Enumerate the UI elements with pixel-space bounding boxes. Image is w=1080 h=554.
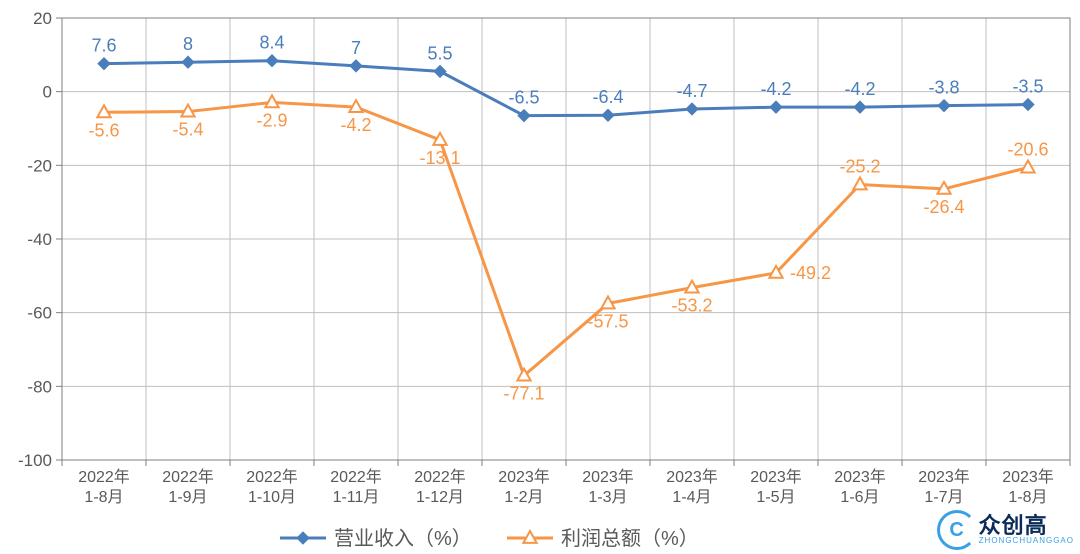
- svg-text:2023年: 2023年: [1002, 468, 1054, 486]
- svg-text:2023年: 2023年: [834, 468, 886, 486]
- svg-text:1-4月: 1-4月: [672, 489, 711, 506]
- svg-text:-4.2: -4.2: [340, 115, 371, 135]
- svg-text:利润总额（%）: 利润总额（%）: [561, 527, 699, 550]
- svg-text:-5.4: -5.4: [172, 120, 203, 140]
- svg-text:1-5月: 1-5月: [756, 489, 795, 506]
- svg-text:1-10月: 1-10月: [248, 489, 296, 506]
- svg-text:8: 8: [183, 34, 193, 54]
- svg-text:2023年: 2023年: [918, 468, 970, 486]
- line-chart: -100 -80 -60 -40 -20 0 20 2022年 1-8月 2022年 1-9月 202…: [0, 0, 1080, 554]
- svg-text:1-3月: 1-3月: [588, 489, 627, 506]
- svg-text:2022年: 2022年: [330, 468, 382, 486]
- svg-text:2023年: 2023年: [666, 468, 718, 486]
- svg-text:1-7月: 1-7月: [924, 489, 963, 506]
- svg-text:-5.6: -5.6: [88, 120, 119, 140]
- svg-text:2023年: 2023年: [498, 468, 550, 486]
- svg-text:2022年: 2022年: [414, 468, 466, 486]
- svg-text:1-12月: 1-12月: [416, 489, 464, 506]
- svg-text:-100: -100: [18, 451, 52, 470]
- svg-text:7.6: 7.6: [91, 36, 116, 56]
- svg-text:2023年: 2023年: [582, 468, 634, 486]
- svg-text:-4.7: -4.7: [676, 81, 707, 101]
- chart-container: -100 -80 -60 -40 -20 0 20 2022年 1-8月 2022年 1-9月 202…: [0, 0, 1080, 554]
- svg-text:-40: -40: [27, 230, 52, 249]
- svg-text:1-6月: 1-6月: [840, 489, 879, 506]
- svg-text:-77.1: -77.1: [503, 384, 544, 404]
- svg-text:1-8月: 1-8月: [1008, 489, 1047, 506]
- svg-text:-3.8: -3.8: [928, 78, 959, 98]
- svg-text:营业收入（%）: 营业收入（%）: [334, 527, 472, 550]
- svg-text:-49.2: -49.2: [790, 263, 831, 283]
- svg-text:-57.5: -57.5: [587, 311, 628, 331]
- svg-text:2022年: 2022年: [246, 468, 298, 486]
- svg-text:-53.2: -53.2: [671, 296, 712, 316]
- svg-text:1-8月: 1-8月: [84, 489, 123, 506]
- svg-text:0: 0: [43, 83, 52, 102]
- svg-text:-80: -80: [27, 377, 52, 396]
- svg-text:-25.2: -25.2: [839, 156, 880, 176]
- svg-text:-60: -60: [27, 304, 52, 323]
- svg-text:-13.1: -13.1: [419, 148, 460, 168]
- svg-text:1-2月: 1-2月: [504, 489, 543, 506]
- svg-text:2022年: 2022年: [162, 468, 214, 486]
- svg-text:8.4: 8.4: [259, 33, 284, 53]
- svg-text:1-11月: 1-11月: [333, 489, 380, 506]
- svg-text:1-9月: 1-9月: [168, 489, 207, 506]
- svg-text:-4.2: -4.2: [844, 79, 875, 99]
- svg-text:-20: -20: [27, 156, 52, 175]
- svg-text:-2.9: -2.9: [256, 110, 287, 130]
- svg-text:-6.5: -6.5: [508, 88, 539, 108]
- svg-text:-4.2: -4.2: [760, 79, 791, 99]
- svg-text:-6.4: -6.4: [592, 87, 623, 107]
- svg-text:2022年: 2022年: [78, 468, 130, 486]
- svg-text:-26.4: -26.4: [923, 197, 964, 217]
- svg-text:5.5: 5.5: [427, 43, 452, 63]
- svg-text:20: 20: [33, 9, 52, 28]
- svg-text:7: 7: [351, 38, 361, 58]
- svg-text:-20.6: -20.6: [1007, 140, 1048, 160]
- svg-text:2023年: 2023年: [750, 468, 802, 486]
- svg-text:-3.5: -3.5: [1012, 77, 1043, 97]
